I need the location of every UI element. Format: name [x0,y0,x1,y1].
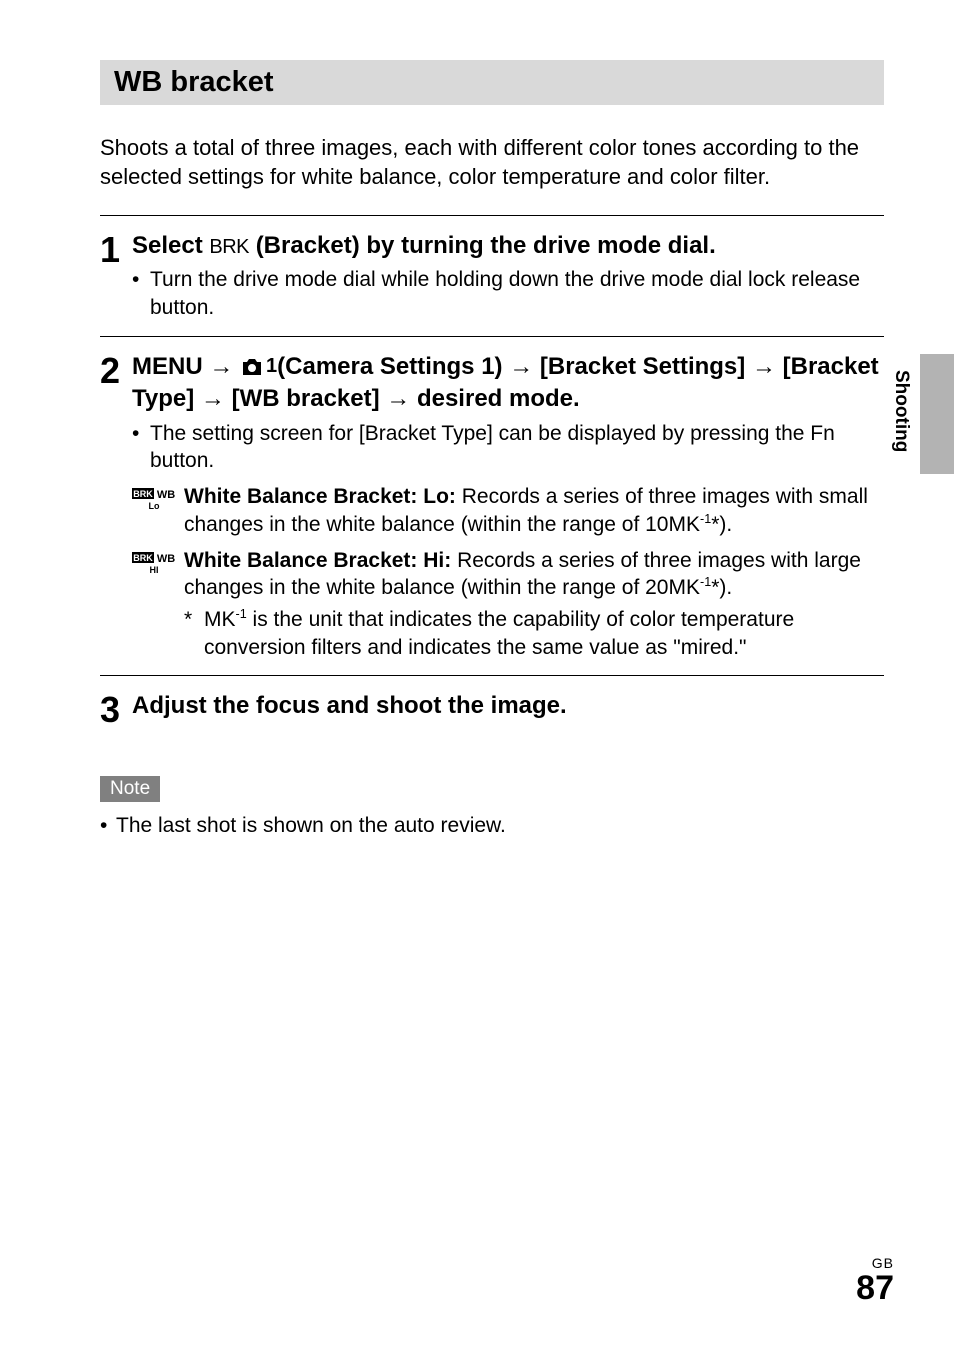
step2-bullet: • The setting screen for [Bracket Type] … [132,420,884,475]
bullet-dot: • [132,420,150,475]
footnote: * MK-1 is the unit that indicates the ca… [132,606,884,661]
intro-text: Shoots a total of three images, each wit… [100,133,884,191]
brk-wb-hi-icon: BRK WB HI [132,547,184,602]
mode-lo-desc-b: *). [711,513,732,536]
note-line: • The last shot is shown on the auto rev… [100,812,884,839]
step-2: 2 MENU → 1 (Camera Settings 1) → [Bracke… [100,336,884,676]
svg-text:Lo: Lo [149,501,160,510]
side-tab [920,354,954,474]
bullet-text: The setting screen for [Bracket Type] ca… [150,420,884,475]
bullet-dot: • [100,812,116,839]
footer-page-number: 87 [856,1271,894,1305]
step-3: 3 Adjust the focus and shoot the image. [100,675,884,742]
mode-lo-label: White Balance Bracket: Lo: [184,485,456,508]
mode-hi-desc-b: *). [711,576,732,599]
mode-hi-text: White Balance Bracket: Hi: Records a ser… [184,547,884,602]
mode-hi: BRK WB HI White Balance Bracket: Hi: Rec… [132,547,884,602]
bullet-dot: • [132,266,150,321]
note-badge: Note [100,776,160,802]
step-number: 2 [100,351,132,389]
mode-hi-label: White Balance Bracket: Hi: [184,549,451,572]
arrow-icon: → [386,385,410,412]
mode-lo-text: White Balance Bracket: Lo: Records a ser… [184,483,884,538]
arrow-icon: → [201,385,225,412]
footnote-b: is the unit that indicates the capabilit… [204,608,794,659]
page-footer: GB 87 [856,1255,894,1305]
step1-post: (Bracket) by turning the drive mode dial… [256,232,716,259]
svg-text:BRK: BRK [133,553,153,563]
arrow-icon: → [509,353,533,380]
cam-settings-label: (Camera Settings 1) [277,353,502,380]
section-heading: WB bracket [100,60,884,105]
svg-text:WB: WB [157,489,175,501]
step-title: Adjust the focus and shoot the image. [132,690,884,722]
arrow-icon: → [209,353,233,380]
step-title: Select BRK (Bracket) by turning the driv… [132,230,884,262]
svg-text:HI: HI [150,565,159,574]
svg-text:WB: WB [157,553,175,565]
note-text: The last shot is shown on the auto revie… [116,812,506,839]
menu-label: MENU [132,353,203,380]
footnote-text: MK-1 is the unit that indicates the capa… [204,606,884,661]
step-number: 1 [100,230,132,268]
side-label: Shooting [890,370,912,452]
cam1-suffix: 1 [266,353,277,380]
step-number: 3 [100,690,132,728]
mode-lo: BRK WB Lo White Balance Bracket: Lo: Rec… [132,483,884,538]
step1-bullet: • Turn the drive mode dial while holding… [132,266,884,321]
arrow-icon: → [752,353,776,380]
footnote-star: * [184,606,204,661]
step-1: 1 Select BRK (Bracket) by turning the dr… [100,215,884,336]
bracket-settings-label: [Bracket Settings] [540,353,745,380]
brk-glyph: BRK [209,236,249,258]
step-title: MENU → 1 (Camera Settings 1) → [Bracket … [132,351,884,416]
svg-text:BRK: BRK [133,489,153,499]
wb-bracket-label: [WB bracket] [232,385,380,412]
brk-wb-lo-icon: BRK WB Lo [132,483,184,538]
bullet-text: Turn the drive mode dial while holding d… [150,266,884,321]
step1-pre: Select [132,232,203,259]
desired-mode-label: desired mode. [417,385,580,412]
camera-settings-icon: 1 [240,353,277,380]
footnote-a: MK [204,608,236,631]
